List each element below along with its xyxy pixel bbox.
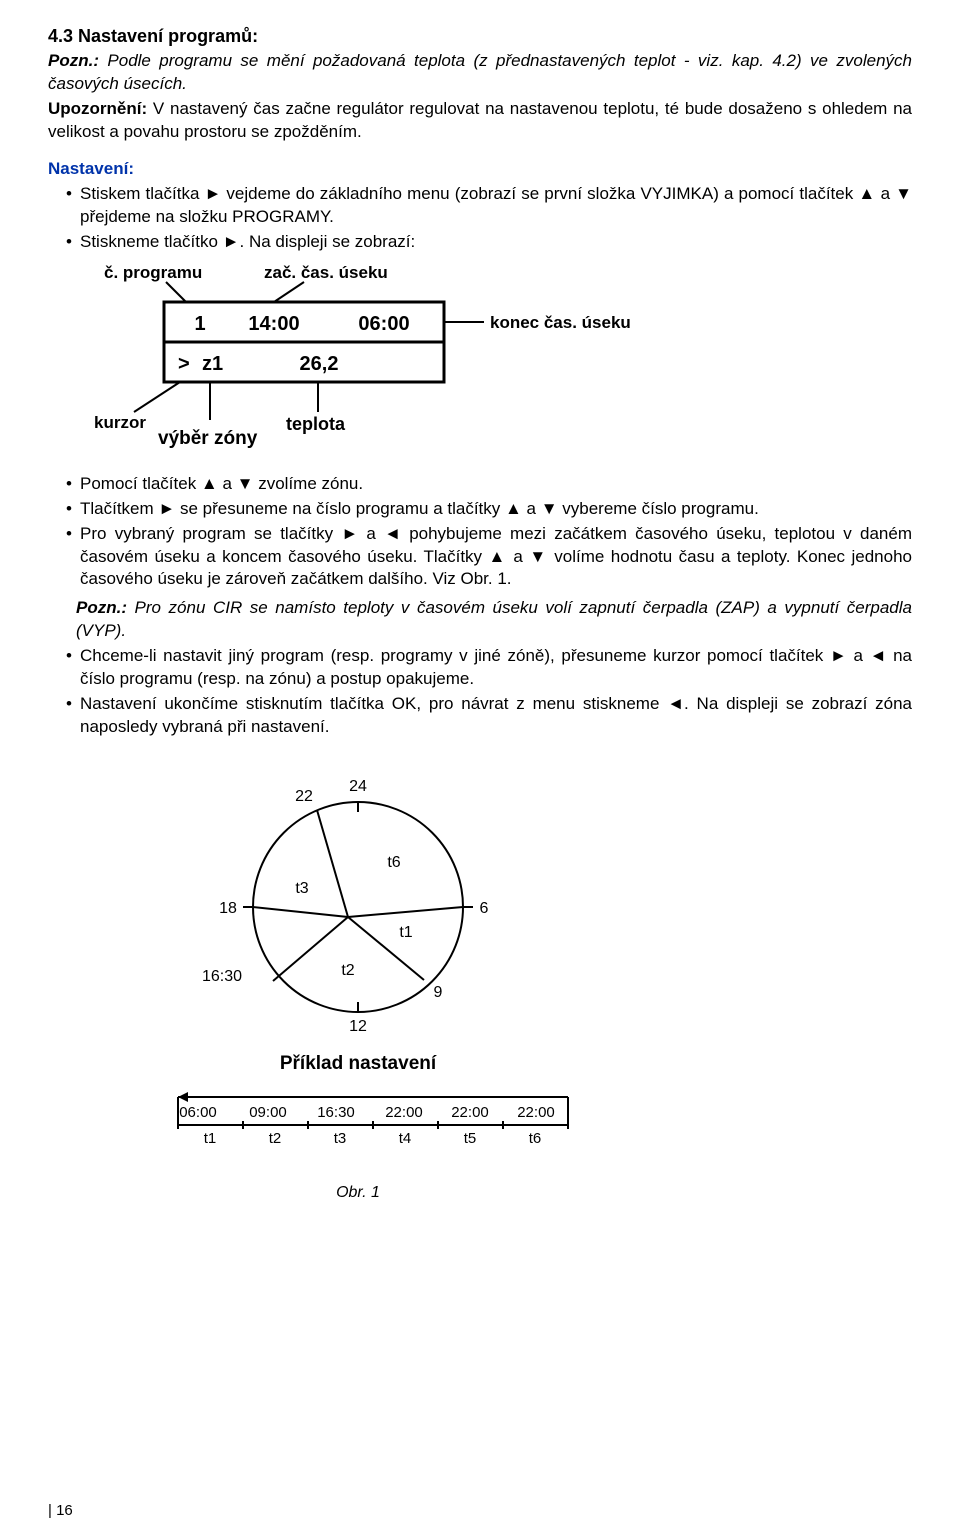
cell-start-time: 14:00 <box>248 313 299 335</box>
steps-list-2: Pomocí tlačítek ▲ a ▼ zvolíme zónu. Tlač… <box>48 473 912 592</box>
display-diagram: č. programu zač. čas. úseku 1 14:00 06:0… <box>94 262 912 459</box>
note2-label: Pozn.: <box>76 598 127 617</box>
clock-diagram: 24 22 18 16:30 12 9 6 t1 t2 t3 t6 Příkla… <box>148 767 912 1254</box>
clock-hour-18: 18 <box>219 900 237 917</box>
intro-note: Pozn.: Podle programu se mění požadovaná… <box>48 50 912 96</box>
label-c-programu: č. programu <box>104 263 202 282</box>
clock-hour-24: 24 <box>349 778 367 795</box>
intro-note-label: Pozn.: <box>48 51 99 70</box>
clock-hour-6: 6 <box>480 900 489 917</box>
timeline-time: 22:00 <box>451 1104 489 1121</box>
list-item: Chceme-li nastavit jiný program (resp. p… <box>66 645 912 691</box>
list-item: Tlačítkem ► se přesuneme na číslo progra… <box>66 498 912 521</box>
note-2: Pozn.: Pro zónu CIR se namísto teploty v… <box>48 597 912 643</box>
timeline-label: t1 <box>204 1130 217 1147</box>
warning-label: Upozornění: <box>48 99 147 118</box>
cell-cursor: > <box>178 353 190 375</box>
list-item: Pomocí tlačítek ▲ a ▼ zvolíme zónu. <box>66 473 912 496</box>
clock-hour-12: 12 <box>349 1018 367 1035</box>
clock-hour-1630: 16:30 <box>202 968 242 985</box>
settings-heading: Nastavení: <box>48 158 912 181</box>
segment-t1: t1 <box>399 924 412 941</box>
cell-prog-num: 1 <box>194 313 205 335</box>
section-heading: 4.3 Nastavení programů: <box>48 24 912 48</box>
label-konec-cas: konec čas. úseku <box>490 313 631 332</box>
list-item: Stiskneme tlačítko ►. Na displeji se zob… <box>66 231 912 254</box>
list-item: Pro vybraný program se tlačítky ► a ◄ po… <box>66 523 912 592</box>
label-zac-cas: zač. čas. úseku <box>264 263 388 282</box>
segment-t2: t2 <box>341 962 354 979</box>
label-kurzor: kurzor <box>94 413 146 432</box>
steps-list-3: Chceme-li nastavit jiný program (resp. p… <box>48 645 912 739</box>
label-teplota: teplota <box>286 414 346 434</box>
segment-t3: t3 <box>295 880 308 897</box>
cell-temp: 26,2 <box>300 353 339 375</box>
timeline-label: t2 <box>269 1130 282 1147</box>
timeline-time: 16:30 <box>317 1104 355 1121</box>
clock-hour-22: 22 <box>295 788 313 805</box>
timeline-label: t6 <box>529 1130 542 1147</box>
warning: Upozornění: V nastavený čas začne regulá… <box>48 98 912 144</box>
intro-note-text: Podle programu se mění požadovaná teplot… <box>48 51 912 93</box>
steps-list-1: Stiskem tlačítka ► vejdeme do základního… <box>48 183 912 254</box>
example-title: Příklad nastavení <box>280 1053 437 1074</box>
timeline-label: t3 <box>334 1130 347 1147</box>
list-item: Nastavení ukončíme stisknutím tlačítka O… <box>66 693 912 739</box>
page-number-value: 16 <box>56 1502 73 1519</box>
note2-text: Pro zónu CIR se namísto teploty v časové… <box>76 598 912 640</box>
warning-text: V nastavený čas začne regulátor regulova… <box>48 99 912 141</box>
clock-hour-9: 9 <box>434 984 443 1001</box>
timeline-label: t4 <box>399 1130 412 1147</box>
timeline-label: t5 <box>464 1130 477 1147</box>
timeline-time: 06:00 <box>179 1104 217 1121</box>
cell-end-time: 06:00 <box>358 313 409 335</box>
timeline-time: 09:00 <box>249 1104 287 1121</box>
timeline-time: 22:00 <box>517 1104 555 1121</box>
figure-caption: Obr. 1 <box>336 1184 380 1201</box>
timeline-time: 22:00 <box>385 1104 423 1121</box>
cell-zone: z1 <box>202 353 223 375</box>
label-vyber-zony: výběr zóny <box>158 428 258 449</box>
page-number: | 16 <box>48 1501 73 1521</box>
list-item: Stiskem tlačítka ► vejdeme do základního… <box>66 183 912 229</box>
segment-t6: t6 <box>387 854 400 871</box>
